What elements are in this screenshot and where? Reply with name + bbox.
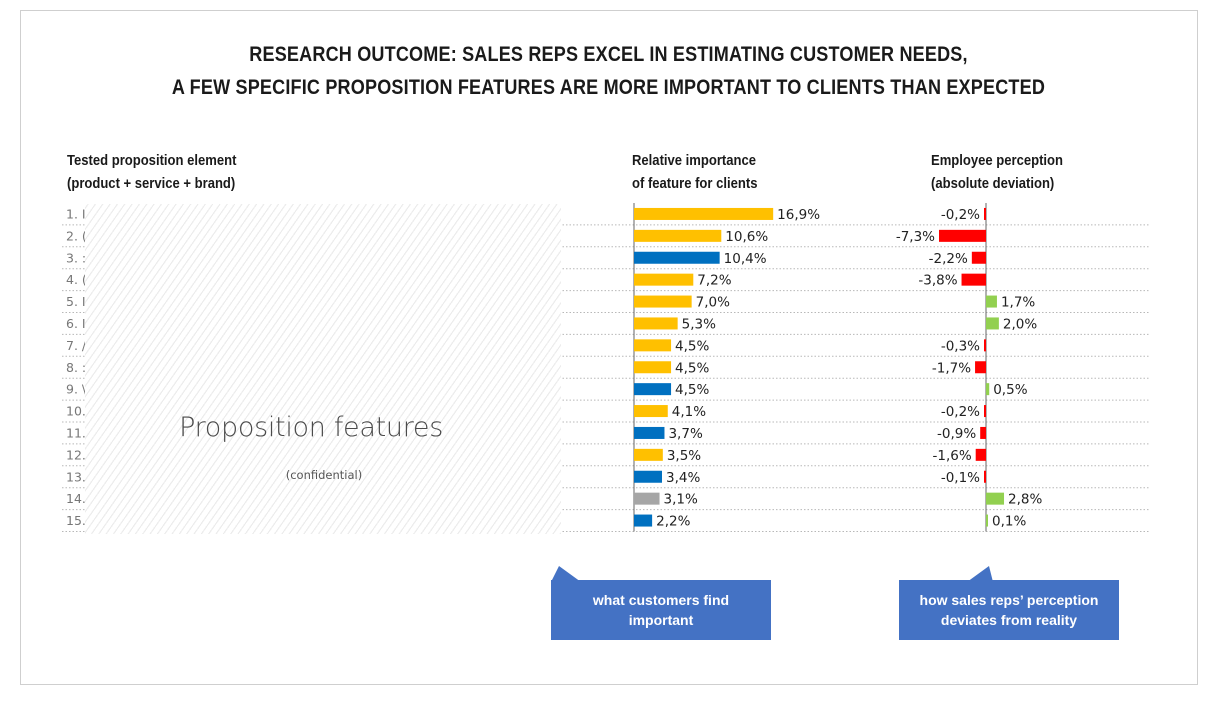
importance-value-label: 3,4% xyxy=(666,470,700,486)
perception-bar xyxy=(971,251,986,264)
importance-callout-line-2: important xyxy=(628,612,694,628)
placeholder-subtitle: (confidential) xyxy=(285,468,363,482)
perception-value-label: -7,3% xyxy=(896,229,935,245)
importance-header-line-1: Relative importance xyxy=(632,153,757,169)
perception-bar xyxy=(986,317,999,330)
importance-bar xyxy=(634,448,663,461)
feature-label: 3. : xyxy=(66,250,86,265)
importance-value-label: 5,3% xyxy=(682,316,716,332)
features-header-line-1: Tested proposition element xyxy=(67,153,237,169)
perception-callout-pointer xyxy=(967,566,993,582)
perception-bar xyxy=(986,492,1005,505)
perception-value-label: 0,1% xyxy=(992,514,1026,530)
importance-callout: what customers find important xyxy=(551,580,771,640)
perception-callout: how sales reps’ perception deviates from… xyxy=(899,580,1119,640)
slide-title: RESEARCH OUTCOME: SALES REPS EXCEL IN ES… xyxy=(85,38,1132,104)
slide-title-line-1: RESEARCH OUTCOME: SALES REPS EXCEL IN ES… xyxy=(249,43,968,66)
importance-bar xyxy=(634,514,653,527)
importance-bar xyxy=(634,251,720,264)
perception-value-label: -0,2% xyxy=(941,404,980,420)
perception-header-line-1: Employee perception xyxy=(931,153,1063,169)
feature-label: 5. I xyxy=(66,294,86,309)
feature-label: 15. xyxy=(66,513,86,528)
feature-label: 9. \ xyxy=(66,382,87,397)
perception-value-label: 1,7% xyxy=(1001,295,1035,311)
perception-value-label: -0,2% xyxy=(941,207,980,223)
perception-value-label: -1,6% xyxy=(933,448,972,464)
perception-bar xyxy=(961,273,986,286)
importance-bar xyxy=(634,383,672,396)
feature-label: 12. xyxy=(66,447,86,462)
importance-value-label: 4,5% xyxy=(675,360,709,376)
feature-label: 14. xyxy=(66,491,86,506)
importance-value-label: 4,1% xyxy=(672,404,706,420)
importance-value-label: 4,5% xyxy=(675,382,709,398)
feature-label: 13. xyxy=(66,469,86,484)
perception-value-label: 2,8% xyxy=(1008,492,1042,508)
perception-bar xyxy=(986,295,997,308)
importance-value-label: 10,6% xyxy=(725,229,768,245)
perception-bar xyxy=(939,229,986,242)
perception-bar xyxy=(984,405,986,418)
importance-value-label: 3,1% xyxy=(664,492,698,508)
perception-column-header: Employee perception (absolute deviation) xyxy=(931,150,1063,196)
features-header-line-2: (product + service + brand) xyxy=(67,176,236,192)
importance-value-label: 10,4% xyxy=(724,251,767,267)
importance-bar xyxy=(634,470,662,483)
perception-value-label: -3,8% xyxy=(918,273,957,289)
perception-value-label: 0,5% xyxy=(993,382,1027,398)
importance-bar xyxy=(634,317,678,330)
perception-value-label: -0,1% xyxy=(941,470,980,486)
importance-bar xyxy=(634,207,774,220)
feature-label: 6. I xyxy=(66,316,86,331)
importance-value-label: 4,5% xyxy=(675,338,709,354)
importance-value-label: 16,9% xyxy=(777,207,820,223)
feature-label: 8. : xyxy=(66,360,86,375)
feature-label: 4. ( xyxy=(66,272,87,287)
importance-callout-line-1: what customers find xyxy=(592,592,730,608)
importance-bar xyxy=(634,295,692,308)
placeholder-title: Proposition features xyxy=(179,412,443,443)
perception-bar xyxy=(975,448,986,461)
perception-bar xyxy=(980,426,986,439)
perception-bar xyxy=(986,383,990,396)
perception-value-label: 2,0% xyxy=(1003,316,1037,332)
importance-bar xyxy=(634,492,660,505)
importance-bar xyxy=(634,361,672,374)
perception-callout-line-2: deviates from reality xyxy=(940,612,1078,628)
feature-label: 1. I xyxy=(66,207,86,222)
importance-callout-pointer xyxy=(551,566,581,582)
slide-title-line-2: A FEW SPECIFIC PROPOSITION FEATURES ARE … xyxy=(171,76,1046,99)
importance-bar xyxy=(634,405,668,418)
perception-bar xyxy=(986,514,988,527)
importance-bar xyxy=(634,229,722,242)
importance-value-label: 7,2% xyxy=(697,273,731,289)
importance-value-label: 3,7% xyxy=(668,426,702,442)
importance-value-label: 2,2% xyxy=(656,514,690,530)
perception-value-label: -0,3% xyxy=(941,338,980,354)
perception-bar xyxy=(984,470,986,483)
feature-label: 11. xyxy=(66,426,86,441)
feature-label: 7. / xyxy=(66,338,87,353)
perception-value-label: -1,7% xyxy=(932,360,971,376)
importance-bar xyxy=(634,273,694,286)
importance-header-line-2: of feature for clients xyxy=(632,176,758,192)
perception-value-label: -0,9% xyxy=(937,426,976,442)
perception-callout-line-1: how sales reps’ perception xyxy=(919,592,1099,608)
feature-label: 10. xyxy=(66,404,86,419)
features-column-header: Tested proposition element (product + se… xyxy=(67,150,236,196)
perception-bar xyxy=(984,207,986,220)
perception-value-label: -2,2% xyxy=(929,251,968,267)
feature-label: 2. ( xyxy=(66,228,87,243)
importance-bar xyxy=(634,426,665,439)
importance-bar xyxy=(634,339,672,352)
importance-value-label: 7,0% xyxy=(696,295,730,311)
confidential-hatch-overlay xyxy=(85,204,561,534)
perception-bar xyxy=(975,361,986,374)
importance-column-header: Relative importance of feature for clien… xyxy=(632,150,757,196)
perception-bar xyxy=(984,339,986,352)
perception-header-line-2: (absolute deviation) xyxy=(931,176,1055,192)
importance-value-label: 3,5% xyxy=(667,448,701,464)
